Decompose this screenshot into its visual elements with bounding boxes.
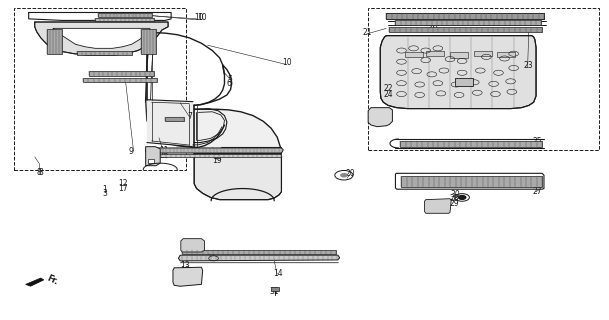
Polygon shape <box>99 13 152 17</box>
Text: 27: 27 <box>532 187 542 196</box>
Text: 16: 16 <box>159 151 169 160</box>
Text: Fr.: Fr. <box>45 273 59 286</box>
Polygon shape <box>401 176 542 187</box>
Text: 19: 19 <box>212 156 222 165</box>
Bar <box>404 52 423 57</box>
Polygon shape <box>47 29 62 54</box>
Text: 20: 20 <box>346 169 355 178</box>
Text: 10: 10 <box>197 13 207 22</box>
Text: 14: 14 <box>273 269 283 278</box>
Text: 1: 1 <box>102 185 107 194</box>
Text: 23: 23 <box>524 61 533 70</box>
Polygon shape <box>424 199 451 213</box>
Text: 5: 5 <box>227 75 232 84</box>
Text: 17: 17 <box>118 184 128 193</box>
Text: 29: 29 <box>450 199 460 208</box>
Text: 21: 21 <box>362 28 371 37</box>
Text: 6: 6 <box>227 79 232 88</box>
Text: 10: 10 <box>194 13 204 22</box>
Text: 28: 28 <box>450 194 460 203</box>
Text: 24: 24 <box>383 90 393 99</box>
Polygon shape <box>146 148 283 153</box>
Polygon shape <box>389 28 542 32</box>
Polygon shape <box>395 20 541 25</box>
Polygon shape <box>181 239 205 252</box>
Polygon shape <box>271 287 279 291</box>
Bar <box>426 51 444 56</box>
Text: 8: 8 <box>37 168 41 177</box>
Polygon shape <box>194 154 281 200</box>
Text: 30: 30 <box>450 190 460 199</box>
Polygon shape <box>368 108 392 127</box>
Bar <box>148 159 154 163</box>
Polygon shape <box>400 141 542 147</box>
Bar <box>455 77 473 86</box>
Bar <box>368 8 599 150</box>
Text: 13: 13 <box>180 261 190 270</box>
Polygon shape <box>380 36 536 108</box>
Text: 10: 10 <box>283 58 292 67</box>
Text: 8: 8 <box>39 168 44 177</box>
Polygon shape <box>178 255 340 261</box>
Bar <box>13 8 186 170</box>
Text: 9: 9 <box>128 147 133 156</box>
Polygon shape <box>53 28 150 48</box>
Polygon shape <box>173 267 203 286</box>
Text: 26: 26 <box>429 22 438 31</box>
Text: 18: 18 <box>180 266 190 275</box>
Polygon shape <box>147 100 193 147</box>
Text: 7: 7 <box>187 112 192 121</box>
Text: 32: 32 <box>206 251 216 260</box>
Bar <box>450 52 468 58</box>
Polygon shape <box>96 18 154 21</box>
Polygon shape <box>35 22 168 55</box>
Polygon shape <box>165 117 185 121</box>
Bar <box>474 51 493 56</box>
Circle shape <box>341 174 347 177</box>
Text: 2: 2 <box>188 240 193 249</box>
Text: 25: 25 <box>532 137 542 146</box>
Polygon shape <box>77 51 132 55</box>
Text: 31: 31 <box>269 287 279 296</box>
Bar <box>498 52 515 57</box>
Polygon shape <box>141 29 156 54</box>
Text: 12: 12 <box>118 179 128 188</box>
Polygon shape <box>83 77 157 82</box>
Text: 3: 3 <box>102 189 107 198</box>
Polygon shape <box>146 147 160 166</box>
Polygon shape <box>182 251 336 254</box>
Circle shape <box>459 196 466 199</box>
Polygon shape <box>147 154 281 157</box>
Text: 4: 4 <box>188 244 193 253</box>
Text: 22: 22 <box>383 84 393 93</box>
Text: 11: 11 <box>159 146 169 155</box>
Polygon shape <box>26 278 44 286</box>
Polygon shape <box>194 109 281 192</box>
Polygon shape <box>90 71 154 76</box>
Text: 15: 15 <box>212 152 222 161</box>
Polygon shape <box>386 13 544 19</box>
